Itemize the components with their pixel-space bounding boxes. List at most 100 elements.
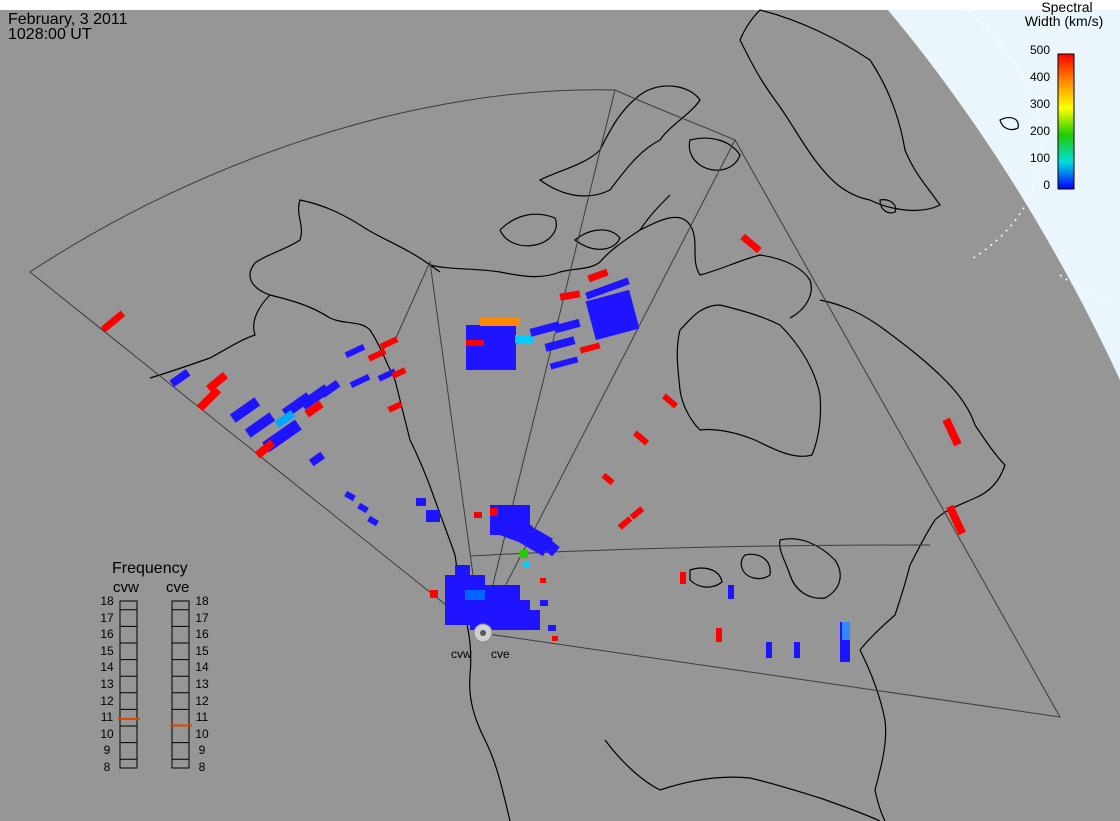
scatter-cell [585, 289, 640, 341]
scatter-cell [319, 379, 341, 399]
scatter-cell [466, 340, 484, 346]
scatter-cell [601, 472, 615, 486]
scatter-cell [520, 610, 540, 630]
date-label: February, 3 2011 [8, 11, 128, 28]
scatter-cells [100, 233, 966, 662]
scatter-cell [515, 335, 533, 343]
colorbar-tick: 0 [1043, 178, 1050, 192]
frequency-tick-label: 18 [195, 594, 209, 608]
frequency-tick-label: 9 [103, 743, 111, 758]
scatter-cell [169, 368, 191, 388]
colorbar-tick: 300 [1029, 97, 1050, 111]
frequency-tick-label: 11 [195, 710, 209, 725]
scatter-cell [680, 572, 686, 584]
scatter-cell [524, 562, 530, 568]
scatter-cell [387, 401, 403, 413]
scatter-cell [740, 233, 762, 254]
scatter-cell [430, 590, 438, 598]
scatter-cell [632, 430, 650, 446]
frequency-tick-label: 8 [103, 760, 111, 774]
cve-column-label: cve [166, 579, 190, 596]
scatter-cell [585, 277, 630, 300]
scatter-cell [367, 348, 387, 362]
scatter-cell [274, 409, 296, 429]
scatter-cell [377, 368, 397, 382]
scatter-cell [842, 622, 850, 640]
scatter-cell [244, 412, 276, 438]
scatter-cell [587, 268, 609, 283]
colorbar-title-line2: Width (km/s) [1024, 13, 1104, 29]
colorbar [1057, 53, 1075, 190]
scatter-cell [466, 325, 516, 370]
scatter-cell [942, 417, 962, 447]
frequency-tick-label: 9 [198, 743, 206, 758]
scatter-cell [544, 336, 576, 352]
scatter-cell [229, 397, 261, 423]
scatter-cell [728, 585, 734, 599]
scatter-cell [391, 367, 407, 379]
colorbar-tick: 100 [1029, 151, 1050, 165]
frequency-tick-label: 15 [100, 643, 114, 658]
scatter-cell [617, 516, 633, 530]
frequency-tick-label: 10 [195, 726, 209, 741]
scatter-cell [520, 550, 528, 558]
scatter-cell [254, 439, 276, 459]
cvw-column-label: cvw [113, 579, 139, 596]
frequency-tick-label: 16 [195, 627, 209, 642]
frequency-tick-label: 8 [198, 760, 206, 774]
scatter-cell [349, 374, 371, 388]
scatter-cell [559, 290, 581, 301]
frequency-tick-label: 11 [100, 710, 114, 725]
scatter-cell [379, 336, 399, 350]
frequency-tick-label: 17 [195, 610, 209, 625]
scatter-cell [766, 642, 772, 658]
radar-label-cvw: cvw [451, 647, 472, 661]
scatter-cell [540, 578, 546, 583]
scatter-cell [100, 310, 126, 333]
scatter-cell [344, 490, 356, 502]
scatter-cell [426, 510, 440, 522]
scatter-cell [548, 625, 556, 631]
scatter-cell [196, 386, 222, 412]
frequency-title: Frequency [112, 560, 188, 577]
scatter-cell [538, 535, 560, 557]
colorbar-tick: 500 [1029, 43, 1050, 57]
scatter-cell [304, 400, 324, 418]
scatter-cell [529, 321, 561, 337]
scatter-cell [367, 515, 379, 527]
scatter-cell [840, 622, 850, 662]
scatter-cell [579, 342, 601, 354]
scatter-cell [455, 565, 470, 577]
scatter-cell [308, 451, 326, 467]
scatter-cell [357, 502, 369, 514]
frequency-tick-label: 12 [100, 693, 114, 708]
frequency-tick-label: 13 [195, 677, 209, 691]
frequency-tick-label: 18 [100, 594, 114, 608]
scatter-cell [480, 318, 520, 326]
frequency-gauges [119, 600, 190, 769]
latitude-circle [1059, 274, 1120, 306]
frequency-tick-label: 14 [100, 660, 114, 675]
scatter-cell [661, 393, 679, 409]
frequency-tick-label: 17 [100, 610, 114, 625]
map-background [0, 10, 1120, 821]
time-label: 1028:00 UT [8, 26, 92, 43]
scatter-cell [716, 628, 722, 642]
scatter-cell [416, 498, 426, 506]
scatter-cell [552, 636, 558, 641]
scatter-cell [629, 506, 645, 520]
frequency-tick-label: 13 [100, 677, 114, 691]
scatter-cell [549, 356, 579, 370]
scatter-cell [794, 642, 800, 658]
scatter-cell [344, 344, 366, 358]
colorbar-tick: 200 [1029, 124, 1050, 138]
frequency-tick-label: 16 [100, 627, 114, 642]
scatter-cell [206, 371, 228, 393]
scatter-cell [554, 318, 581, 334]
scatter-cell [540, 600, 548, 606]
radar-label-cve: cve [491, 647, 510, 661]
scatter-cell [474, 512, 482, 518]
frequency-tick-label: 14 [195, 660, 209, 675]
